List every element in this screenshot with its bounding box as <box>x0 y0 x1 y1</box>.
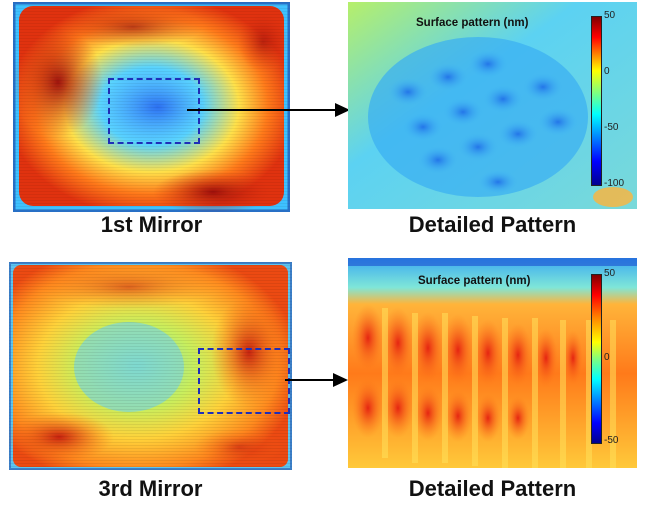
detail3-tick-50: 50 <box>604 268 616 279</box>
arrow-icon <box>187 103 350 117</box>
mirror3-caption: 3rd Mirror <box>98 476 203 501</box>
mirror1-heatmap <box>13 2 290 212</box>
detail3-tick-0: 0 <box>604 352 610 363</box>
detail3-caption: Detailed Pattern <box>408 476 577 501</box>
mirror1-surface-map <box>13 2 290 212</box>
detail1-tick-0: 0 <box>604 66 610 77</box>
detail3-colorbar <box>591 274 602 444</box>
detail1-tick-minus50: -50 <box>604 122 619 133</box>
detail3-colorbar-title: Surface pattern (nm) <box>418 275 531 287</box>
detail3-surface-map: Surface pattern (nm) 50 0 -50 <box>348 258 637 468</box>
detail3-heatmap <box>348 258 637 468</box>
detail1-heatmap <box>348 2 637 209</box>
mirror3-selection-box <box>198 348 290 414</box>
detail1-colorbar <box>591 16 602 186</box>
detail1-tick-50: 50 <box>604 10 616 21</box>
arrow-icon <box>285 373 348 387</box>
mirror3-surface-map <box>9 262 292 470</box>
detail1-caption: Detailed Pattern <box>408 212 577 237</box>
mirror1-caption: 1st Mirror <box>100 212 203 237</box>
detail3-tick-minus50: -50 <box>604 435 619 446</box>
mirror3-heatmap <box>9 262 292 470</box>
detail1-surface-map: Surface pattern (nm) 50 0 -50 -100 <box>348 2 637 209</box>
detail1-tick-minus100: -100 <box>604 178 625 189</box>
detail1-colorbar-title: Surface pattern (nm) <box>416 17 529 29</box>
